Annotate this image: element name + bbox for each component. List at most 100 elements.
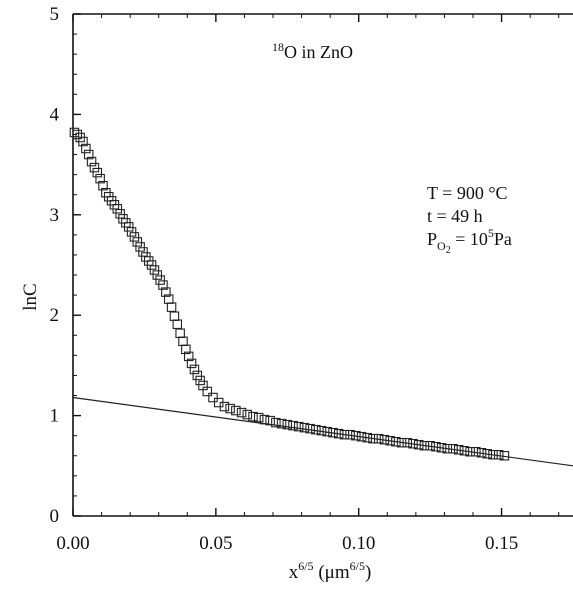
y-tick-label: 1 [50,406,60,427]
data-point [368,433,378,444]
data-point [305,423,315,434]
data-point [265,415,275,426]
data-point [379,434,390,445]
y-tick-label: 0 [50,506,60,527]
data-point [299,422,310,433]
data-point [282,419,293,430]
data-point [69,127,80,138]
data-point [248,411,258,422]
data-point [129,232,140,242]
data-point [92,167,103,178]
data-point [189,364,200,375]
data-point [138,247,148,257]
data-point [178,336,188,347]
data-point [288,420,298,431]
y-axis-title: lnC [20,283,41,310]
x-tick-label: 0.00 [56,533,89,554]
annotation-sample: 18O in ZnO [272,40,353,62]
data-point [453,444,464,455]
data-point [499,451,510,461]
data-point [333,428,344,439]
data-point [83,149,94,160]
data-point [175,328,185,339]
data-point [208,392,218,403]
data-point [155,275,165,285]
data-point [242,409,253,420]
data-point [431,441,441,452]
data-point [146,260,157,270]
data-point [328,427,338,438]
data-point [391,436,401,447]
data-point [169,311,180,321]
annotation-pressure: PO2 = 105Pa [427,226,512,256]
data-point [373,433,384,444]
data-point [465,446,475,457]
data-point [135,242,145,252]
x-tick-label: 0.05 [199,533,232,554]
data-point [362,432,373,443]
data-point [149,265,160,275]
data-point [183,351,194,362]
data-point [123,222,134,232]
data-point [186,358,197,369]
data-point [115,209,125,219]
data-point [219,401,230,412]
data-point [471,446,481,457]
data-point [95,173,105,184]
data-point [459,445,470,456]
x-axis-title: x6/5 (μm6/5) [289,559,372,583]
axes [72,13,573,517]
data-point [442,443,453,454]
data-point [339,429,350,440]
data-point [419,440,430,451]
data-point [81,143,91,154]
data-point [181,344,191,355]
data-point [408,438,418,449]
data-point [311,424,321,435]
y-tick-label: 3 [50,205,60,226]
x-tick-label: 0.15 [485,533,518,554]
data-point [425,440,435,451]
data-point [72,129,83,140]
data-point [172,319,183,329]
tick-marks: 0 1 2 3 4 5 0.00 0.05 0.10 0.15 [50,4,560,554]
data-point [356,431,367,442]
data-point [482,449,493,459]
data-point [152,270,163,280]
y-tick-label: 4 [50,104,60,125]
data-point [351,430,361,441]
data-point [322,426,333,437]
data-point [86,156,97,167]
data-points [69,127,510,461]
data-point [345,429,355,440]
data-point [476,447,487,458]
data-point [231,405,241,416]
y-tick-label: 2 [50,305,60,326]
data-point [493,450,504,460]
data-point [436,442,447,453]
data-point [253,412,264,423]
annotation-temperature: T = 900 °C [427,183,508,203]
data-point [166,302,177,312]
data-point [192,370,203,381]
data-point [396,437,407,448]
data-point [271,417,281,428]
data-point [202,386,213,397]
data-point [158,280,168,290]
data-point [126,227,137,237]
data-point [402,437,413,448]
data-point [259,414,270,425]
data-point [276,418,287,429]
data-point [98,180,108,191]
data-point [316,425,327,436]
data-point [413,439,424,450]
data-point [225,403,235,414]
data-point [112,204,123,214]
data-point [448,443,458,454]
data-point [89,162,100,173]
data-point [236,407,247,418]
data-point [78,136,88,147]
x-tick-label: 0.10 [342,533,375,554]
data-point [132,237,143,247]
